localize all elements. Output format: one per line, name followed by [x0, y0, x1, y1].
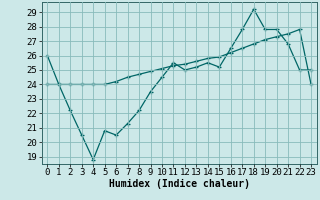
X-axis label: Humidex (Indice chaleur): Humidex (Indice chaleur) [109, 179, 250, 189]
